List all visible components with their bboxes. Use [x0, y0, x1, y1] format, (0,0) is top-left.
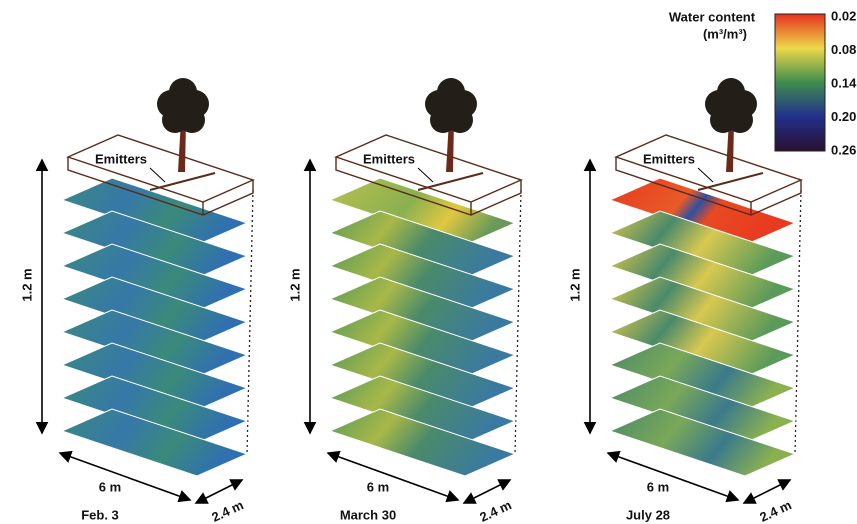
width-label: 2.4 m	[757, 497, 793, 524]
colorbar-tick-label: 0.26	[831, 142, 856, 157]
colorbar-tick-label: 0.08	[831, 42, 856, 57]
colorbar-scale	[775, 14, 825, 151]
figure: Water content (m³/m³) 0.02 0.08 0.14 0.20 0.…	[0, 0, 857, 524]
emitters-label: Emitters	[643, 151, 695, 166]
depth-label: 1.2 m	[287, 268, 302, 301]
tree-crown	[715, 94, 747, 126]
length-label: 6 m	[367, 479, 389, 494]
date-label: July 28	[626, 507, 670, 522]
emitters-label: Emitters	[95, 151, 147, 166]
leader-line	[150, 168, 165, 182]
depth-label: 1.2 m	[567, 268, 582, 301]
tree-crown	[435, 94, 467, 126]
length-label: 6 m	[99, 479, 121, 494]
depth-label: 1.2 m	[19, 268, 34, 301]
colorbar-unit: (m³/m³)	[703, 26, 747, 41]
emitter-pipe	[698, 173, 763, 190]
panel: Emitters 1.2 m 6 m 2.4 m March 30	[287, 78, 521, 524]
width-label: 2.4 m	[477, 497, 513, 524]
emitter-pipe	[150, 173, 215, 190]
colorbar-tick-label: 0.02	[831, 8, 856, 23]
emitters-label: Emitters	[363, 151, 415, 166]
date-label: March 30	[340, 507, 396, 522]
leader-line	[698, 168, 713, 182]
colorbar-tick-label: 0.20	[831, 109, 856, 124]
tree-crown	[167, 94, 199, 126]
leader-line	[418, 168, 433, 182]
colorbar-tick-label: 0.14	[831, 75, 857, 90]
panel: Emitters 1.2 m 6 m 2.4 m Feb. 3	[19, 78, 253, 524]
panel: Emitters 1.2 m 6 m 2.4 m July 28	[567, 78, 801, 524]
colorbar-title: Water content	[669, 9, 756, 24]
emitter-pipe	[418, 173, 483, 190]
colorbar: Water content (m³/m³) 0.02 0.08 0.14 0.20 0.…	[669, 8, 857, 157]
date-label: Feb. 3	[81, 507, 119, 522]
length-label: 6 m	[647, 479, 669, 494]
width-label: 2.4 m	[209, 497, 245, 524]
